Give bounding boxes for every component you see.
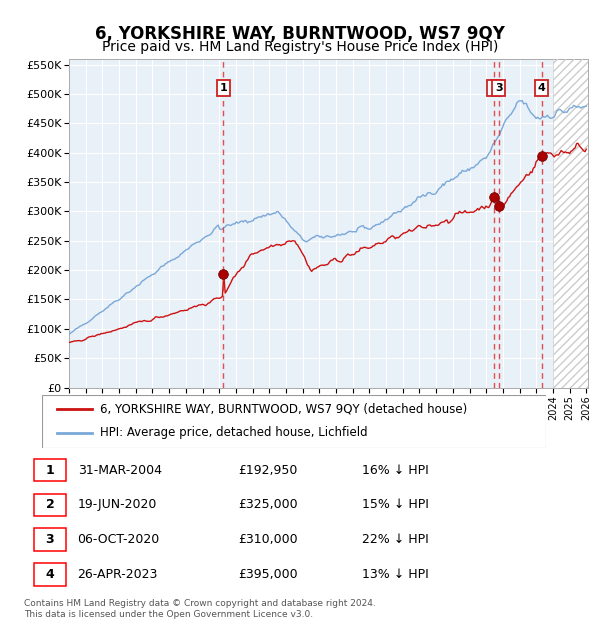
Text: £310,000: £310,000 [238,533,298,546]
FancyBboxPatch shape [34,494,67,516]
Text: 15% ↓ HPI: 15% ↓ HPI [362,498,429,511]
Text: Price paid vs. HM Land Registry's House Price Index (HPI): Price paid vs. HM Land Registry's House … [102,40,498,55]
FancyBboxPatch shape [34,459,67,481]
Text: HPI: Average price, detached house, Lichfield: HPI: Average price, detached house, Lich… [100,427,368,440]
Text: 16% ↓ HPI: 16% ↓ HPI [362,464,429,477]
FancyBboxPatch shape [34,564,67,586]
Text: 13% ↓ HPI: 13% ↓ HPI [362,568,429,581]
Text: £395,000: £395,000 [238,568,298,581]
Text: 4: 4 [46,568,55,581]
Text: 1: 1 [220,83,227,93]
Text: £192,950: £192,950 [238,464,298,477]
Text: 31-MAR-2004: 31-MAR-2004 [77,464,161,477]
Text: 26-APR-2023: 26-APR-2023 [77,568,158,581]
Text: 3: 3 [46,533,54,546]
Text: 4: 4 [538,83,545,93]
Text: 06-OCT-2020: 06-OCT-2020 [77,533,160,546]
Text: 22% ↓ HPI: 22% ↓ HPI [362,533,429,546]
Text: 1: 1 [46,464,55,477]
Text: 6, YORKSHIRE WAY, BURNTWOOD, WS7 9QY: 6, YORKSHIRE WAY, BURNTWOOD, WS7 9QY [95,25,505,43]
Text: Contains HM Land Registry data © Crown copyright and database right 2024.
This d: Contains HM Land Registry data © Crown c… [24,600,376,619]
Text: 3: 3 [495,83,503,93]
Text: £325,000: £325,000 [238,498,298,511]
FancyBboxPatch shape [34,528,67,551]
Text: 6, YORKSHIRE WAY, BURNTWOOD, WS7 9QY (detached house): 6, YORKSHIRE WAY, BURNTWOOD, WS7 9QY (de… [100,402,467,415]
FancyBboxPatch shape [42,395,546,448]
Text: 2: 2 [490,83,498,93]
Text: 19-JUN-2020: 19-JUN-2020 [77,498,157,511]
Text: 2: 2 [46,498,55,511]
